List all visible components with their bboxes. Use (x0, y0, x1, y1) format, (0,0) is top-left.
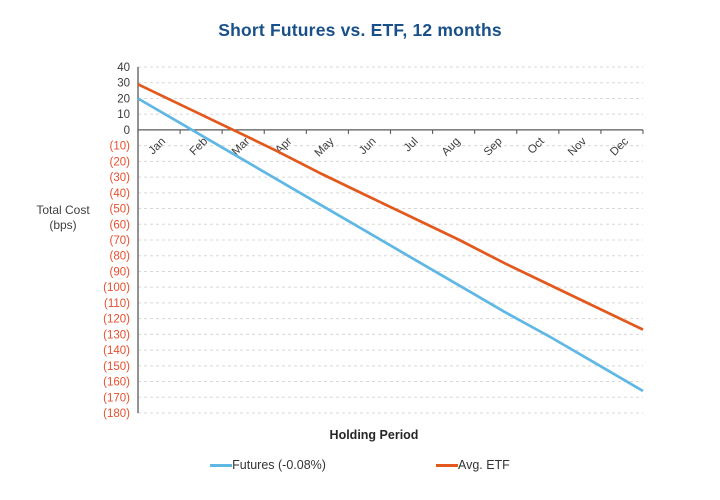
y-tick-label: (110) (104, 298, 130, 310)
avg-etf-line (137, 83, 644, 331)
y-tick-label: 10 (117, 109, 130, 121)
y-tick-label: 40 (117, 62, 130, 74)
y-tick-label: (90) (110, 266, 131, 278)
futures-line-swatch-icon (210, 463, 233, 467)
y-tick-label: (170) (103, 392, 130, 404)
y-axis-title-line2: (bps) (49, 218, 77, 232)
y-tick-label: (40) (110, 188, 131, 200)
y-tick-label: (150) (103, 361, 130, 373)
y-axis-title: Total Cost (bps) (18, 203, 108, 233)
y-tick-label: (80) (110, 251, 131, 263)
y-tick-label: (70) (110, 235, 131, 247)
avg-etf-line-swatch-icon (435, 463, 458, 467)
x-tick-label: Nov (566, 135, 589, 158)
chart-legend: Futures (-0.08%) Avg. ETF (0, 458, 720, 472)
y-tick-label: (50) (110, 204, 131, 216)
y-tick-label: (30) (110, 172, 131, 184)
x-tick-label: Sep (482, 136, 505, 159)
y-tick-label: (10) (110, 141, 131, 153)
y-tick-label: (20) (110, 156, 131, 168)
y-tick-label: (140) (103, 345, 130, 357)
x-tick-label: Aug (440, 136, 463, 159)
x-tick-label: Jan (147, 136, 169, 158)
legend-label-avg-etf: Avg. ETF (457, 458, 510, 472)
x-tick-label: Jun (357, 136, 379, 158)
y-tick-label: 30 (117, 78, 130, 90)
x-tick-label: Dec (608, 135, 631, 158)
y-tick-label: (130) (103, 329, 130, 341)
x-axis-title: Holding Period (329, 428, 419, 442)
y-tick-label: 20 (117, 93, 130, 105)
y-tick-label: (160) (103, 377, 130, 389)
legend-label-futures: Futures (-0.08%) (232, 458, 326, 472)
y-tick-label: (180) (103, 408, 130, 420)
y-axis-title-line1: Total Cost (36, 203, 90, 217)
y-tick-label: (60) (110, 219, 131, 231)
legend-item-futures: Futures (-0.08%) (210, 458, 326, 472)
futures-line (137, 97, 644, 393)
y-tick-label: (100) (103, 282, 130, 294)
chart-title: Short Futures vs. ETF, 12 months (218, 20, 502, 40)
x-tick-label: May (313, 135, 337, 159)
y-tick-label: 0 (124, 125, 130, 137)
x-tick-label: Oct (526, 135, 548, 157)
x-tick-label: Jul (402, 136, 421, 155)
legend-item-avg-etf: Avg. ETF (435, 458, 510, 472)
y-tick-label: (120) (103, 314, 130, 326)
